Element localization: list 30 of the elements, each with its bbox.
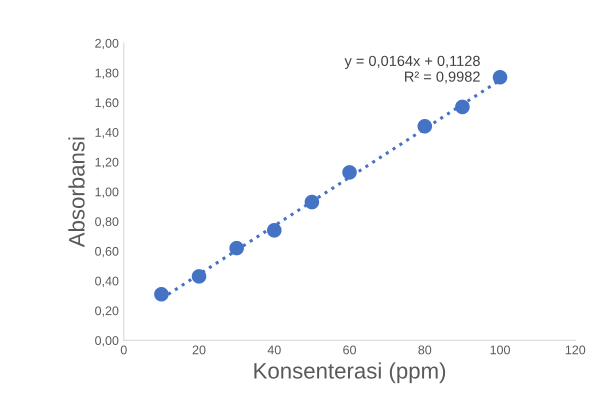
y-tick-label: 0,20 (95, 306, 118, 317)
y-tick-label: 1,60 (96, 98, 118, 109)
point (192, 269, 206, 284)
x-tick-label: 40 (268, 345, 281, 354)
y-axis-title: Absorbansi (68, 138, 85, 248)
point (417, 118, 432, 134)
y-tick-label: 0,40 (95, 276, 118, 287)
y-tick-label: 1,80 (96, 68, 118, 79)
point (455, 100, 470, 114)
point (229, 240, 244, 256)
point (267, 223, 282, 238)
point (154, 286, 169, 302)
y-tick-label: 2,00 (95, 38, 118, 50)
y-tick-label: 0,60 (95, 246, 118, 258)
annotation: y = 0,0164x + 0,1128 R² = 0,9982 (344, 56, 480, 84)
y-tick-label: 0,80 (95, 217, 118, 228)
point (304, 194, 320, 210)
y-tick-label: 1,00 (96, 187, 118, 198)
x-tick-label: 80 (418, 345, 432, 354)
x-tick-label: 100 (490, 345, 510, 354)
y-tick-label: 1,40 (96, 128, 118, 138)
point (492, 70, 508, 85)
y-tick-label: 0,00 (95, 336, 118, 346)
x-axis-title: Konsenterasi (ppm) (254, 362, 446, 384)
x-tick-label: 0 (120, 345, 127, 354)
x-tick-label: 60 (343, 345, 356, 354)
x-tick-label: 120 (566, 345, 586, 354)
point (342, 165, 357, 180)
x-tick-label: 20 (192, 345, 206, 354)
y-tick-label: 1,20 (96, 158, 118, 168)
